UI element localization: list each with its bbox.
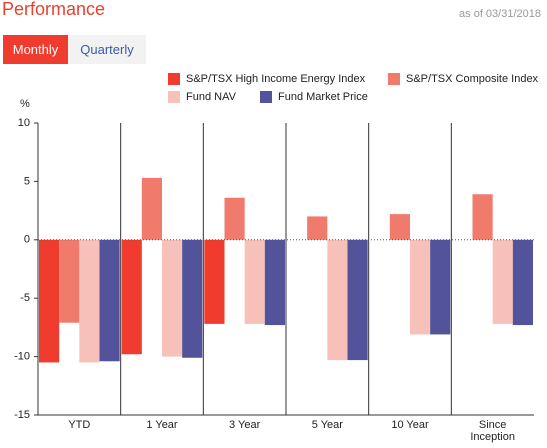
bar <box>79 239 100 363</box>
x-tick-label: 10 Year <box>391 419 429 431</box>
x-tick-label: 5 Year <box>311 419 343 431</box>
y-tick-label: -10 <box>14 351 30 363</box>
bar <box>121 239 142 355</box>
tab-monthly[interactable]: Monthly <box>3 35 68 64</box>
x-tick-label: 3 Year <box>229 419 261 431</box>
legend-swatch <box>260 91 272 103</box>
legend-swatch <box>388 73 400 85</box>
y-axis-label: % <box>20 98 30 110</box>
tab-quarterly[interactable]: Quarterly <box>68 35 146 64</box>
legend-swatch <box>168 91 180 103</box>
bar <box>59 239 80 323</box>
legend-label: Fund NAV <box>186 91 237 103</box>
legend-swatch <box>168 73 180 85</box>
bar <box>327 239 348 361</box>
bar <box>430 239 451 335</box>
y-tick-label: 5 <box>24 175 30 187</box>
bar <box>162 239 183 357</box>
bar <box>182 239 203 358</box>
legend-label: Fund Market Price <box>278 91 368 103</box>
as-of-date: as of 03/31/2018 <box>459 8 541 20</box>
bar <box>512 239 533 326</box>
y-tick-label: 0 <box>24 234 30 246</box>
bar <box>472 194 493 240</box>
y-tick-label: -5 <box>20 292 30 304</box>
bar <box>492 239 513 324</box>
bar <box>224 197 245 240</box>
x-tick-label: Since Inception <box>470 419 515 443</box>
bar <box>307 216 328 240</box>
bar <box>410 239 431 335</box>
title: Performance <box>2 0 106 19</box>
bar <box>347 239 368 361</box>
y-tick-label: 10 <box>18 117 30 129</box>
bar <box>99 239 120 362</box>
bar <box>389 214 410 240</box>
bar <box>39 239 60 363</box>
legend-label: S&P/TSX Composite Index <box>406 73 539 85</box>
bar <box>204 239 225 324</box>
bar <box>264 239 285 326</box>
x-tick-label: 1 Year <box>146 419 178 431</box>
y-tick-label: -15 <box>14 409 30 421</box>
legend-label: S&P/TSX High Income Energy Index <box>186 73 366 85</box>
x-tick-label: YTD <box>68 419 91 431</box>
bar <box>244 239 265 324</box>
bar <box>141 177 162 240</box>
